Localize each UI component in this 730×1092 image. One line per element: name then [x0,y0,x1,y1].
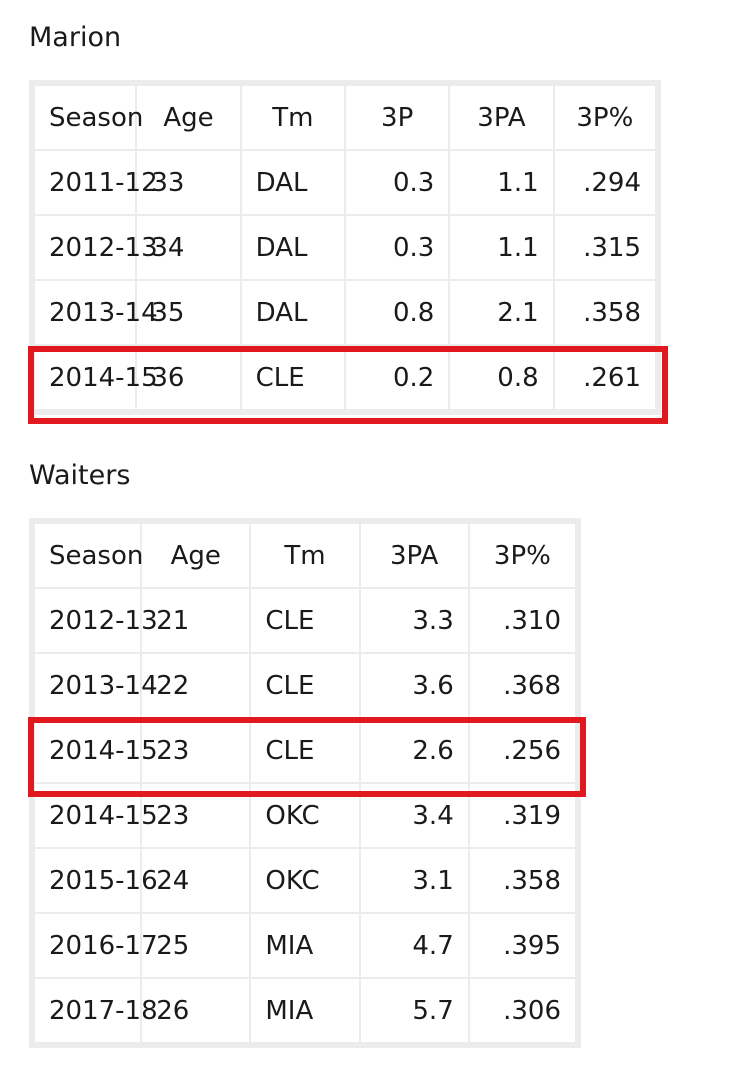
stats-table-waiters: Season Age Tm 3PA 3P% 2012-13 21 CLE 3.3.310 2013… [29,518,581,1048]
table-cell: 2.6 [358,717,470,784]
column-header: 3P [343,82,451,151]
table-cell: 3.6 [358,652,470,719]
table-cell: 3.1 [358,847,470,914]
table-cell: .358 [552,279,660,346]
table-cell: 2014-15 [30,717,158,784]
table-row: 2017-18 26 MIA 5.7.306 [30,977,580,1046]
column-header: Tm [249,520,361,589]
table-cell: 35 [135,279,242,346]
table-cell: .294 [552,149,660,216]
column-header: Age [140,520,252,589]
table-cell: 2012-13 [30,587,158,654]
table-row: 2015-16 24 OKC 3.1.358 [30,847,580,914]
table-cell: 0.2 [343,344,451,413]
table-cell: 24 [140,847,252,914]
table-row: 2013-14 35 DAL 0.8 2.1.358 [30,279,660,346]
table-cell: 25 [140,912,252,979]
table-cell: .310 [467,587,580,654]
table-cell: 3.4 [358,782,470,849]
table-cell: .319 [467,782,580,849]
table-cell: 22 [140,652,252,719]
column-header: Age [135,82,242,151]
table-cell: 2011-12 [30,149,158,216]
table-cell: 0.3 [343,149,451,216]
table-cell: 5.7 [358,977,470,1046]
table-cell: 3.3 [358,587,470,654]
table-cell: CLE [239,344,346,413]
table-cell: MIA [249,912,361,979]
table-cell: .256 [467,717,580,784]
table-header-row: Season Age Tm 3P 3PA 3P% [30,82,660,151]
column-header: Tm [239,82,346,151]
table-row-highlighted: 2014-15 23 CLE 2.6.256 [30,717,580,784]
table-cell: .368 [467,652,580,719]
table-cell: .395 [467,912,580,979]
table-row: 2013-14 22 CLE 3.6.368 [30,652,580,719]
table-row: 2011-12 33 DAL 0.3 1.1.294 [30,149,660,216]
table-cell: 0.3 [343,214,451,281]
table-cell: 23 [140,717,252,784]
table-row: 2016-17 25 MIA 4.7.395 [30,912,580,979]
table-row: 2012-13 34 DAL 0.3 1.1.315 [30,214,660,281]
table-row: 2014-15 23 OKC 3.4.319 [30,782,580,849]
table-cell: CLE [249,587,361,654]
table-cell: 2014-15 [30,344,158,413]
table-cell: 0.8 [343,279,451,346]
table-cell: 23 [140,782,252,849]
table-cell: 34 [135,214,242,281]
table-cell: 0.8 [448,344,555,413]
section-title-waiters: Waiters [29,460,131,491]
table-cell: DAL [239,279,346,346]
table-cell: OKC [249,782,361,849]
table-cell: 1.1 [448,214,555,281]
table-cell: .315 [552,214,660,281]
table-row: 2012-13 21 CLE 3.3.310 [30,587,580,654]
table-row-highlighted: 2014-15 36 CLE 0.2 0.8.261 [30,344,660,413]
table-cell: CLE [249,717,361,784]
stats-table-marion: Season Age Tm 3P 3PA 3P% 2011-12 33 DAL 0.3 1.1.29… [29,80,661,415]
table-cell: 2.1 [448,279,555,346]
table-cell: .306 [467,977,580,1046]
table-cell: 21 [140,587,252,654]
table-cell: MIA [249,977,361,1046]
table-cell: 2012-13 [30,214,158,281]
table-cell: 2016-17 [30,912,158,979]
table-cell: DAL [239,214,346,281]
table-cell: 2014-15 [30,782,158,849]
section-title-marion: Marion [29,22,122,53]
table-cell: .261 [552,344,660,413]
table-cell: CLE [249,652,361,719]
column-header: Season [30,520,143,589]
table-cell: 2013-14 [30,279,158,346]
table-cell: DAL [239,149,346,216]
table-header-row: Season Age Tm 3PA 3P% [30,520,580,589]
table-cell: 4.7 [358,912,470,979]
table-cell: 36 [135,344,242,413]
column-header: 3PA [358,520,470,589]
table-cell: 1.1 [448,149,555,216]
table-cell: 33 [135,149,242,216]
table-cell: 2015-16 [30,847,158,914]
table-cell: 26 [140,977,252,1046]
table-cell: 2013-14 [30,652,158,719]
table-cell: 2017-18 [30,977,158,1046]
column-header: Season [30,82,143,151]
column-header: 3P% [552,82,660,151]
column-header: 3P% [467,520,580,589]
column-header: 3PA [448,82,555,151]
table-cell: OKC [249,847,361,914]
table-cell: .358 [467,847,580,914]
